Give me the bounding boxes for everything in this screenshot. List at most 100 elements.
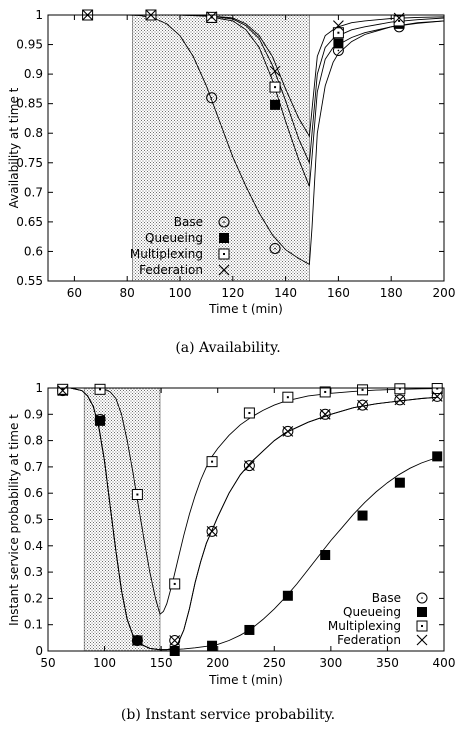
availability-y-axis-label: Availability at time t [7,87,21,208]
availability-point-base [206,92,218,104]
availability-x-tick-label: 120 [221,286,244,300]
service-point-multiplexing [57,383,69,395]
availability-x-tick-label: 200 [433,286,456,300]
service-markers [57,383,443,656]
service-x-tick-label: 50 [40,656,55,670]
availability-y-tick-label: 0.85 [16,97,43,111]
service-x-tick-label: 150 [150,656,173,670]
availability-x-axis-label: Time t (min) [208,302,283,316]
service-x-tick-label: 300 [319,656,342,670]
service-point-queueing [432,451,443,462]
availability-y-tick-label: 0.95 [16,38,43,52]
service-x-axis-label: Time t (min) [208,673,283,687]
service-y-tick-label: 1 [35,381,43,395]
panel-availability: 60 80 100 120 140 160 180 200 0.55 0.6 0.65 0.7 0.75… [7,8,455,356]
service-y-tick-label: 0.1 [24,618,43,632]
availability-point-base [269,242,281,254]
service-y-tick-label: 0.5 [24,513,43,527]
service-x-tick-label: 400 [433,656,456,670]
service-plot-frame [47,387,445,652]
service-shaded-region [83,388,161,651]
availability-gridless-ticks: 60 80 100 120 140 160 180 200 0.55 0.6 0.65 0.7 0.75… [16,8,455,300]
service-point-multiplexing [319,386,331,398]
service-x-tick-label: 350 [376,656,399,670]
service-point-federation [431,391,443,402]
availability-x-tick-label: 60 [67,286,82,300]
service-y-tick-label: 0.3 [24,565,43,579]
service-curve-federation [48,387,439,651]
availability-plot-frame [47,14,445,282]
service-point-multiplexing [394,383,406,395]
availability-point-federation [269,65,281,77]
service-y-tick-label: 0.2 [24,591,43,605]
availability-y-tick-label: 0.8 [24,126,43,140]
availability-y-tick-label: 1 [35,8,43,22]
service-point-queueing [320,550,331,561]
service-point-federation [394,394,406,406]
service-legend-symbol-base [416,592,428,604]
availability-legend-symbol-queueing [219,233,229,243]
availability-x-tick-label: 160 [327,286,350,300]
service-point-federation [244,460,255,471]
availability-point-federation [206,11,218,23]
service-point-multiplexing [431,383,443,395]
availability-y-tick-label: 0.75 [16,156,43,170]
service-legend-symbol-federation [416,634,428,646]
service-y-tick-label: 0.9 [24,407,43,421]
availability-point-multiplexing [269,81,281,93]
service-point-multiplexing [357,384,369,396]
availability-legend-label-queueing: Queueing [145,231,203,245]
service-point-queueing [207,640,218,651]
service-point-multiplexing [206,456,218,468]
service-y-tick-label: 0.8 [24,434,43,448]
service-legend-symbol-multiplexing [416,620,428,632]
service-y-axis-label: Instant service probability at time t [7,414,21,626]
service-point-federation [282,426,294,437]
service-point-multiplexing [243,407,255,419]
availability-y-tick-label: 0.6 [24,244,43,258]
service-point-queueing [357,510,368,521]
availability-legend-label-multiplexing: Multiplexing [130,247,203,261]
availability-legend-symbol-base [218,216,230,228]
availability-legend-symbol-multiplexing [218,248,230,260]
availability-caption: (a) Availability. [175,340,280,356]
service-point-queueing [394,477,405,488]
service-x-tick-label: 100 [93,656,116,670]
service-point-federation [94,414,106,425]
service-point-multiplexing [94,383,106,395]
availability-point-multiplexing [332,27,344,39]
service-point-federation [169,635,181,646]
availability-legend-label-base: Base [174,215,203,229]
service-point-queueing [95,415,106,426]
service-point-federation [357,399,368,411]
service-caption: (b) Instant service probability. [121,707,335,723]
service-shaded-interval [84,388,161,651]
availability-legend-symbol-federation [218,264,230,276]
service-y-tick-label: 0.4 [24,539,43,553]
service-y-tick-label: 0 [35,644,43,658]
service-point-multiplexing [282,391,294,403]
availability-point-queueing [333,38,344,49]
availability-legend-label-federation: Federation [139,263,203,277]
service-y-tick-label: 0.7 [24,460,43,474]
service-x-tick-label: 200 [206,656,229,670]
availability-x-tick-label: 140 [274,286,297,300]
service-point-queueing [282,590,293,601]
service-x-tick-label: 250 [263,656,286,670]
service-curves [48,387,439,651]
availability-point-federation [333,20,344,32]
service-point-federation [206,525,218,537]
panel-instant-service: 50 100 150 200 250 300 350 400 0 0.1 0.2 0.3 0.4 0.5 0… [7,381,455,723]
service-point-multiplexing [169,578,181,590]
service-legend-label-base: Base [372,591,401,605]
service-legend-label-federation: Federation [337,633,401,647]
service-ticks: 50 100 150 200 250 300 350 400 0 0.1 0.2 0.3 0.4 0.5 0… [24,381,456,670]
service-legend-symbol-queueing [417,607,427,617]
availability-y-tick-label: 0.55 [16,274,43,288]
service-legend-label-queueing: Queueing [343,605,401,619]
service-point-multiplexing [131,489,143,501]
availability-x-tick-label: 180 [380,286,403,300]
service-curve-multiplexing [48,387,439,615]
